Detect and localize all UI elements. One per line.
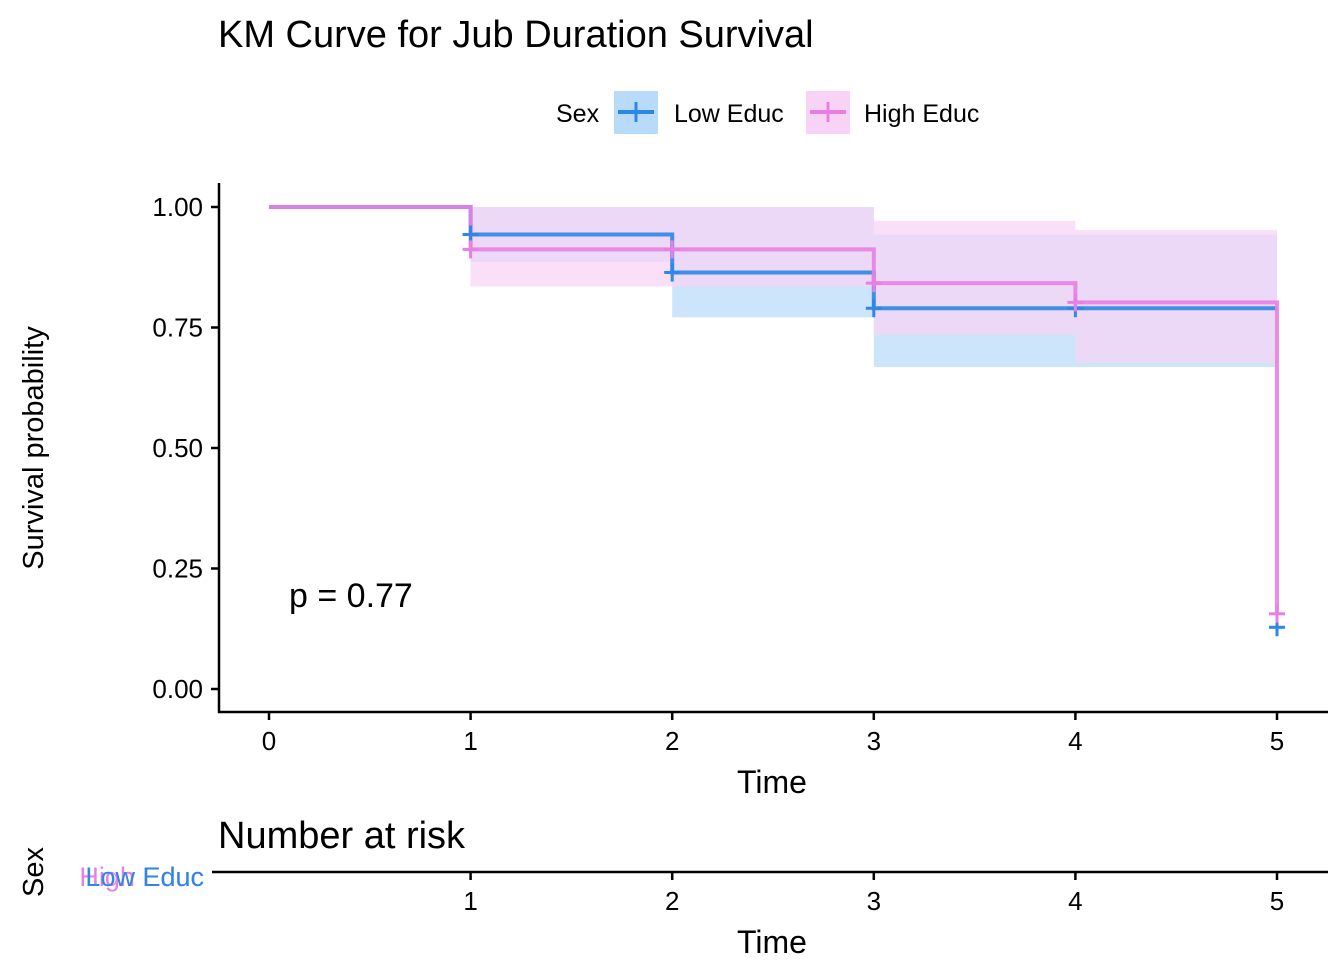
y-tick-label: 1.00: [152, 192, 203, 222]
censor-mark-high-educ-0: [462, 240, 479, 259]
x-axis-ticks: 0 1 2 3 4 5: [262, 712, 1284, 756]
risk-table-title: Number at risk: [218, 815, 466, 857]
x-tick-label: 5: [1270, 726, 1284, 756]
legend-item-low-educ: Low Educ: [614, 91, 784, 134]
p-value: p = 0.77: [289, 577, 413, 615]
legend: Sex Low Educ High Educ: [556, 91, 979, 134]
censor-mark-low-educ-2: [865, 299, 882, 318]
y-tick-label: 0.25: [152, 554, 203, 584]
x-tick-label: 1: [463, 726, 477, 756]
censor-mark-high-educ-3: [1067, 293, 1084, 312]
risk-strata-label-high-educ: High Educ: [79, 862, 204, 892]
censor-mark-high-educ-1: [664, 240, 681, 259]
x-tick-label: 4: [1068, 726, 1082, 756]
risk-x-tick-label: 2: [665, 886, 679, 916]
risk-table-x-ticks: 1 2 3 4 5: [463, 872, 1284, 916]
risk-x-tick-label: 1: [463, 886, 477, 916]
y-tick-label: 0.75: [152, 313, 203, 343]
risk-table: Number at risk Sex High Educ Low Educ 1 2…: [18, 815, 1328, 960]
censor-mark-high-educ-4: [1269, 604, 1285, 623]
chart-title: KM Curve for Jub Duration Survival: [218, 14, 814, 56]
legend-label-high-educ: High Educ: [864, 100, 979, 128]
x-axis-label: Time: [737, 764, 807, 800]
risk-table-ylabel: Sex: [18, 847, 50, 897]
ci-band-high-educ-1: [672, 207, 874, 287]
y-axis-label: Survival probability: [18, 326, 50, 570]
ci-band-high-educ-0: [470, 207, 673, 287]
x-tick-label: 3: [867, 726, 881, 756]
legend-label-low-educ: Low Educ: [674, 100, 784, 128]
x-tick-label: 2: [665, 726, 679, 756]
y-tick-label: 0.50: [152, 433, 203, 463]
risk-table-xlabel: Time: [737, 924, 807, 960]
ci-band-high-educ-3: [1075, 230, 1277, 363]
risk-x-tick-label: 5: [1270, 886, 1284, 916]
x-tick-label: 0: [262, 726, 276, 756]
y-axis-ticks: 0.00 0.25 0.50 0.75 1.00: [152, 192, 219, 704]
ci-band-high-educ-2: [873, 220, 1076, 335]
risk-strata-label-low-educ: Low Educ: [85, 862, 204, 892]
legend-item-high-educ: High Educ: [806, 91, 979, 134]
risk-x-tick-label: 3: [867, 886, 881, 916]
y-tick-label: 0.00: [152, 674, 203, 704]
legend-title: Sex: [556, 100, 600, 128]
censor-marks: [462, 225, 1285, 637]
censor-mark-low-educ-1: [664, 263, 681, 282]
censor-mark-high-educ-2: [865, 274, 882, 293]
risk-x-tick-label: 4: [1068, 886, 1082, 916]
